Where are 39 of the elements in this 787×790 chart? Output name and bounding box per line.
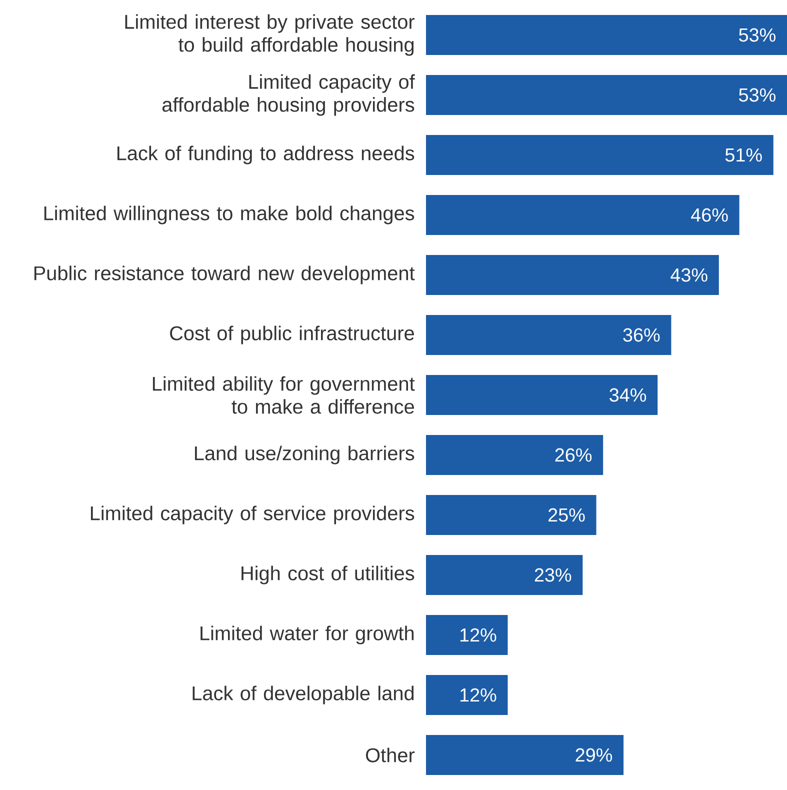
y-tick-label: Limited capacity of affordable housing providers: [162, 74, 415, 116]
data-label: 53%: [739, 88, 776, 102]
data-label: 29%: [576, 748, 612, 762]
data-label: 25%: [548, 508, 585, 522]
y-tick-label: Public resistance toward new development: [34, 266, 415, 284]
y-tick-label: Limited ability for government to make a difference: [152, 376, 415, 414]
y-tick-label: Limited capacity of service providers: [90, 506, 414, 524]
data-label: 51%: [725, 148, 762, 162]
y-tick-label: Land use/zoning barriers: [195, 446, 414, 464]
bar: [426, 375, 658, 416]
data-label: 34%: [610, 388, 646, 402]
bar: [426, 15, 787, 55]
data-label: 53%: [739, 28, 776, 42]
bar: [426, 435, 604, 476]
data-label: 46%: [691, 208, 728, 222]
y-tick-label: Lack of funding to address needs: [117, 146, 414, 164]
y-tick-label: Other: [366, 748, 415, 762]
bar: [426, 615, 508, 656]
bar: [426, 675, 508, 716]
bar: [426, 135, 774, 176]
data-label: 12%: [460, 688, 496, 702]
data-label: 43%: [670, 268, 708, 282]
y-tick-label: Cost of public infrastructure: [170, 326, 414, 344]
y-tick-label: High cost of utilities: [242, 566, 414, 584]
bar: [426, 495, 596, 536]
data-label: 12%: [460, 628, 496, 642]
bar: [426, 555, 583, 596]
y-tick-label: Limited interest by private sector to build affordable housing: [125, 14, 415, 56]
data-label: 26%: [555, 448, 592, 462]
y-tick-label: Limited water for growth: [200, 626, 414, 644]
data-label: 36%: [623, 328, 660, 342]
bar: [426, 735, 624, 776]
bar: [426, 255, 719, 296]
y-tick-label: Lack of developable land: [192, 686, 414, 704]
bar: [426, 195, 740, 236]
bar: [426, 75, 787, 116]
data-label: 23%: [534, 568, 572, 582]
bar: [426, 315, 672, 356]
y-tick-label: Limited willingness to make bold changes: [44, 206, 414, 224]
